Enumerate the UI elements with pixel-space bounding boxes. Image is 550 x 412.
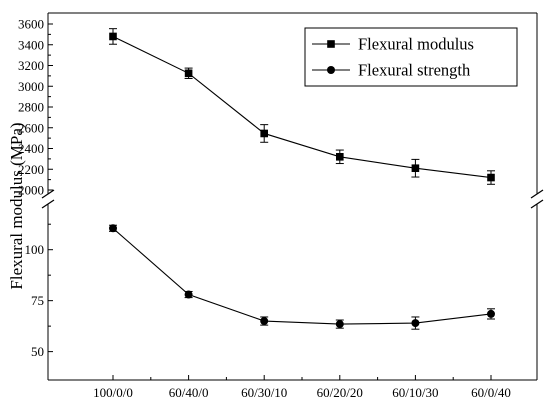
- series-layer: [109, 28, 495, 330]
- axis-break-gap-right: [531, 194, 543, 204]
- plot-frame: [47, 12, 538, 381]
- data-point-circle: [260, 317, 269, 326]
- y-tick-label-upper: 3200: [18, 58, 44, 73]
- data-point-circle: [184, 290, 193, 299]
- data-point-square: [109, 32, 117, 41]
- y-tick-label-upper: 3600: [18, 17, 44, 32]
- legend-label: Flexural modulus: [358, 35, 474, 54]
- legend: Flexural modulus Flexural strength: [304, 27, 518, 87]
- axis-break-mark-left-2: [41, 199, 55, 209]
- y-tick-label-upper: 2800: [18, 100, 44, 115]
- axis-break-mark-right-1: [530, 189, 544, 199]
- y-tick-label-upper: 3400: [18, 37, 44, 52]
- data-point-square: [411, 164, 420, 173]
- axis-break-mark-right-2: [530, 199, 544, 209]
- data-point-square: [260, 129, 268, 138]
- y-tick-label-lower: 100: [25, 242, 45, 257]
- y-tick-label-upper: 2600: [18, 120, 44, 135]
- y-axis-upper: 2000 2200 2400 2600 2800 3000 3200 3400 3600: [18, 17, 53, 198]
- series-line-flexural-strength: [112, 227, 492, 325]
- data-point-square: [487, 173, 495, 182]
- y-tick-label-upper: 2000: [18, 183, 44, 198]
- x-axis: 100/0/0 60/40/0 60/30/10 60/20/20 60/10/30 60…: [93, 375, 511, 400]
- y-tick-label-upper: 2200: [18, 162, 44, 177]
- data-point-circle: [411, 319, 420, 328]
- data-point-square: [184, 69, 193, 78]
- data-point-circle: [109, 224, 117, 233]
- legend-box: [304, 27, 518, 87]
- y-tick-label-lower: 50: [31, 344, 44, 359]
- data-point-square: [336, 153, 344, 161]
- x-tick-label: 60/10/30: [392, 385, 438, 400]
- legend-marker-square: [327, 40, 335, 48]
- series-line-flexural-modulus: [112, 35, 492, 179]
- data-point-circle: [335, 320, 344, 329]
- data-point-circle: [487, 309, 495, 318]
- axis-break-gap-left: [42, 194, 54, 204]
- axis-break-marks: [41, 189, 544, 209]
- x-tick-label: 60/40/0: [169, 385, 209, 400]
- y-tick-label-lower: 75: [31, 293, 44, 308]
- x-tick-label: 100/0/0: [93, 385, 133, 400]
- y-tick-label-upper: 3000: [18, 79, 44, 94]
- x-tick-label: 60/30/10: [241, 385, 287, 400]
- y-tick-label-upper: 2400: [18, 141, 44, 156]
- y-axis-lower: 50 75 100: [25, 223, 53, 359]
- x-tick-label: 60/0/40: [471, 385, 511, 400]
- y-axis-label: Flexural modulus (MPa): [7, 122, 26, 289]
- legend-marker-circle: [327, 66, 335, 74]
- axis-break-mark-left-1: [41, 189, 55, 199]
- x-tick-label: 60/20/20: [317, 385, 363, 400]
- legend-label: Flexural strength: [358, 61, 471, 80]
